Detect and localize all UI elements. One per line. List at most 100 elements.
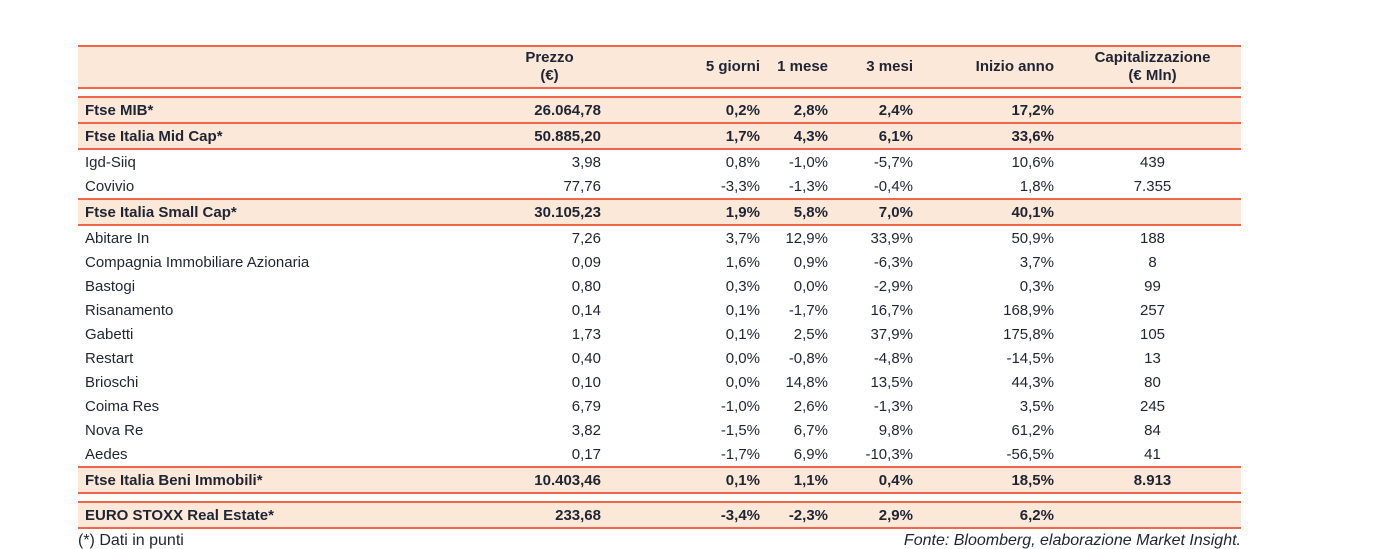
cell-ytd: 175,8% <box>1003 325 1054 343</box>
cell-m3: 6,1% <box>878 127 913 145</box>
cell-g5: 1,6% <box>725 253 760 271</box>
cell-ytd: 44,3% <box>1011 373 1054 391</box>
cell-ytd: 6,2% <box>1019 506 1054 524</box>
cell-g5: -1,5% <box>720 421 760 439</box>
cell-prezzo: 26.064,78 <box>534 101 601 119</box>
table-row: Aedes 0,17 -1,7% 6,9% -10,3% -56,5% 41 <box>78 442 1241 466</box>
cell-name: Aedes <box>85 445 128 463</box>
cell-m1: 12,9% <box>785 229 828 247</box>
cell-ytd: 3,5% <box>1019 397 1054 415</box>
cell-ytd: 40,1% <box>1011 203 1054 221</box>
table-row: Covivio 77,76 -3,3% -1,3% -0,4% 1,8% 7.355 <box>78 174 1241 198</box>
cell-name: EURO STOXX Real Estate* <box>85 506 274 524</box>
cell-m1: 2,5% <box>793 325 828 343</box>
cell-m3: -6,3% <box>873 253 913 271</box>
cell-g5: 0,0% <box>725 349 760 367</box>
cell-cap: 257 <box>1139 301 1166 319</box>
cell-g5: 3,7% <box>725 229 760 247</box>
cell-prezzo: 0,09 <box>571 253 601 271</box>
cell-name: Nova Re <box>85 421 144 439</box>
cell-m1: -1,7% <box>788 301 828 319</box>
cell-prezzo: 7,26 <box>571 229 601 247</box>
cell-prezzo: 6,79 <box>571 397 601 415</box>
cell-m3: -2,9% <box>873 277 913 295</box>
table-header-row: Prezzo (€) 5 giorni 1 mese 3 mesi Inizio… <box>78 45 1241 89</box>
cell-name: Ftse MIB* <box>85 101 154 119</box>
cell-cap: 245 <box>1139 397 1166 415</box>
table-body: Ftse MIB* 26.064,78 0,2% 2,8% 2,4% 17,2% Ftse … <box>78 96 1241 494</box>
table-row: Restart 0,40 0,0% -0,8% -4,8% -14,5% 13 <box>78 346 1241 370</box>
cell-name: Restart <box>85 349 134 367</box>
index-row: Ftse Italia Beni Immobili* 10.403,46 0,1% 1… <box>78 466 1241 494</box>
cell-g5: 1,7% <box>725 127 760 145</box>
column-header-5-giorni: 5 giorni <box>705 58 760 75</box>
cell-m3: 16,7% <box>870 301 913 319</box>
cell-g5: 0,0% <box>725 373 760 391</box>
cell-m1: 1,1% <box>793 471 828 489</box>
cell-m3: 13,5% <box>870 373 913 391</box>
column-header-1-mese: 1 mese <box>777 58 828 75</box>
cell-ytd: 168,9% <box>1003 301 1054 319</box>
cell-name: Ftse Italia Beni Immobili* <box>85 471 263 489</box>
cell-ytd: 1,8% <box>1019 177 1054 195</box>
cell-cap: 8 <box>1148 253 1157 271</box>
cell-m1: 2,6% <box>793 397 828 415</box>
cell-m1: 0,0% <box>793 277 828 295</box>
cell-m1: -1,0% <box>788 153 828 171</box>
table-row: Gabetti 1,73 0,1% 2,5% 37,9% 175,8% 105 <box>78 322 1241 346</box>
cell-prezzo: 10.403,46 <box>534 471 601 489</box>
cell-m3: 0,4% <box>878 471 913 489</box>
cell-m3: 37,9% <box>870 325 913 343</box>
cell-prezzo: 3,82 <box>571 421 601 439</box>
cell-name: Brioschi <box>85 373 139 391</box>
source-note: Fonte: Bloomberg, elaborazione Market In… <box>903 532 1241 549</box>
cell-prezzo: 3,98 <box>571 153 601 171</box>
cell-m1: 0,9% <box>793 253 828 271</box>
cell-m1: 4,3% <box>793 127 828 145</box>
cell-cap: 80 <box>1144 373 1161 391</box>
cell-ytd: 18,5% <box>1011 471 1054 489</box>
cell-ytd: 0,3% <box>1019 277 1054 295</box>
cell-g5: -1,7% <box>720 445 760 463</box>
cell-name: Ftse Italia Small Cap* <box>85 203 237 221</box>
cell-m1: -0,8% <box>788 349 828 367</box>
cell-m1: 14,8% <box>785 373 828 391</box>
cell-name: Coima Res <box>85 397 160 415</box>
column-header-inizio-anno: Inizio anno <box>975 58 1054 75</box>
table-row: Abitare In 7,26 3,7% 12,9% 33,9% 50,9% 188 <box>78 226 1241 250</box>
cell-ytd: 50,9% <box>1011 229 1054 247</box>
table-row: Brioschi 0,10 0,0% 14,8% 13,5% 44,3% 80 <box>78 370 1241 394</box>
cell-m1: 6,7% <box>793 421 828 439</box>
cell-m1: 2,8% <box>793 101 828 119</box>
table-footer: (*) Dati in punti Fonte: Bloomberg, elab… <box>78 532 1241 549</box>
cell-ytd: 33,6% <box>1011 127 1054 145</box>
cell-name: Bastogi <box>85 277 136 295</box>
cell-cap: 84 <box>1144 421 1161 439</box>
cell-prezzo: 0,10 <box>571 373 601 391</box>
table-row: Coima Res 6,79 -1,0% 2,6% -1,3% 3,5% 245 <box>78 394 1241 418</box>
cell-prezzo: 30.105,23 <box>534 203 601 221</box>
cell-m1: -2,3% <box>788 506 828 524</box>
cell-m1: 5,8% <box>793 203 828 221</box>
table-row: Compagnia Immobiliare Azionaria 0,09 1,6% 0… <box>78 250 1241 274</box>
market-table: Prezzo (€) 5 giorni 1 mese 3 mesi Inizio… <box>78 45 1241 549</box>
cell-g5: -3,4% <box>720 506 760 524</box>
cell-prezzo: 50.885,20 <box>534 127 601 145</box>
table-row: Nova Re 3,82 -1,5% 6,7% 9,8% 61,2% 84 <box>78 418 1241 442</box>
cell-m1: -1,3% <box>788 177 828 195</box>
cell-g5: 0,8% <box>725 153 760 171</box>
cell-cap: 7.355 <box>1133 177 1172 195</box>
index-row: Ftse MIB* 26.064,78 0,2% 2,8% 2,4% 17,2% <box>78 96 1241 124</box>
cell-ytd: -56,5% <box>1006 445 1054 463</box>
column-header-capitalizzazione: Capitalizzazione (€ Mln) <box>1094 49 1211 84</box>
cell-prezzo: 1,73 <box>571 325 601 343</box>
cell-ytd: 10,6% <box>1011 153 1054 171</box>
cell-cap: 99 <box>1144 277 1161 295</box>
cell-m3: 7,0% <box>878 203 913 221</box>
cell-ytd: 3,7% <box>1019 253 1054 271</box>
cell-g5: 0,1% <box>725 471 760 489</box>
cell-name: Igd-Siiq <box>85 153 136 171</box>
cell-name: Ftse Italia Mid Cap* <box>85 127 223 145</box>
cell-m3: 2,9% <box>878 506 913 524</box>
